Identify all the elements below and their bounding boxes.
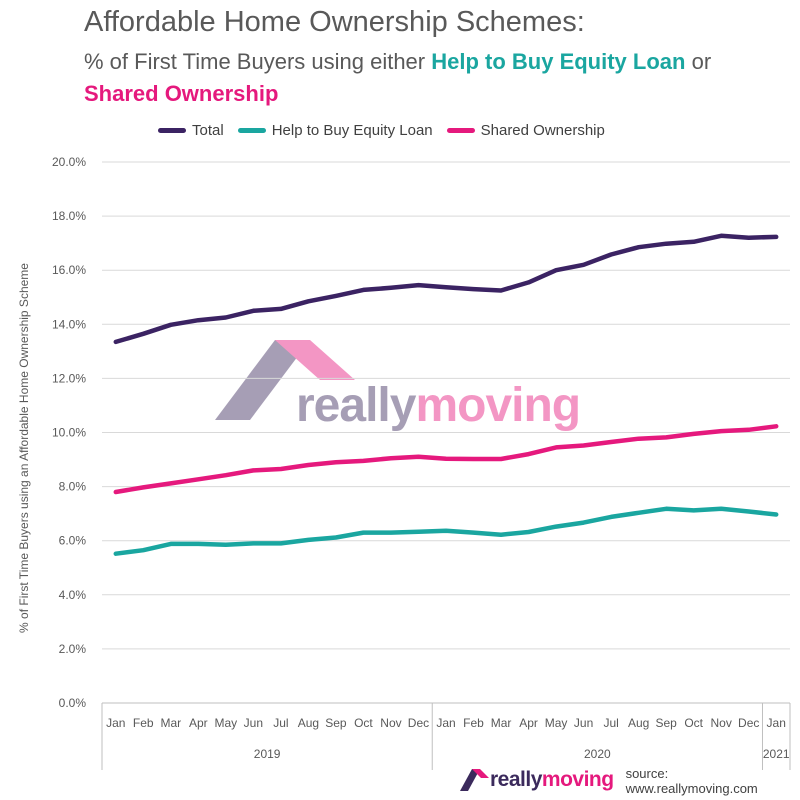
legend-label-shared-ownership: Shared Ownership: [480, 122, 605, 139]
y-tick-label: 16.0%: [52, 263, 86, 277]
x-tick-label: Oct: [354, 716, 373, 730]
x-tick-label: Jul: [603, 716, 618, 730]
x-tick-label: Oct: [684, 716, 703, 730]
y-tick-label: 20.0%: [52, 155, 86, 169]
legend-label-total: Total: [192, 122, 224, 139]
y-tick-label: 4.0%: [59, 588, 87, 602]
y-tick-labels: 0.0% 2.0% 4.0% 6.0% 8.0% 10.0% 12.0% 14.0% 16.0%…: [52, 155, 86, 710]
x-tick-label: Feb: [463, 716, 484, 730]
x-tick-label: Jun: [574, 716, 593, 730]
x-group-label: 2020: [584, 747, 611, 761]
x-tick-label: Sep: [655, 716, 677, 730]
x-group-label: 2021: [763, 747, 790, 761]
footer-logo-really: really: [490, 768, 542, 791]
footer-logo-moving: moving: [541, 768, 614, 791]
x-tick-label: Apr: [189, 716, 208, 730]
legend-swatch-help-to-buy: [237, 128, 266, 133]
subtitle-mid: or: [685, 49, 712, 74]
series-line-help-to-buy-equity-loan: [113, 506, 779, 556]
source-text: source: www.reallymoving.com: [625, 766, 758, 796]
x-tick-label: Feb: [133, 716, 154, 730]
x-tick-label: Sep: [325, 716, 347, 730]
y-tick-label: 6.0%: [59, 534, 87, 548]
subtitle-prefix: % of First Time Buyers using either: [84, 49, 432, 74]
x-tick-label: Mar: [160, 716, 181, 730]
y-tick-label: 14.0%: [52, 317, 86, 331]
grid-lines: [102, 161, 790, 704]
y-tick-label: 8.0%: [59, 480, 87, 494]
x-tick-label: Jun: [244, 716, 263, 730]
legend-swatch-total: [158, 128, 186, 133]
y-tick-label: 10.0%: [52, 426, 86, 440]
x-tick-label: May: [215, 716, 238, 730]
x-tick-label: May: [545, 716, 568, 730]
x-tick-label: Jul: [273, 716, 288, 730]
footer-logo-icon: [460, 769, 489, 791]
x-tick-label: Aug: [628, 716, 649, 730]
watermark-text: reallymoving: [296, 378, 581, 433]
legend-item-total: Total: [158, 122, 224, 139]
series-lines: [113, 233, 779, 556]
footer: reallymoving source: www.reallymoving.co…: [460, 760, 800, 796]
x-tick-label: Jan: [436, 716, 455, 730]
y-tick-label: 18.0%: [52, 209, 86, 223]
x-group-label: 2019: [254, 747, 281, 761]
x-tick-label: Dec: [738, 716, 759, 730]
legend-item-help-to-buy: Help to Buy Equity Loan: [237, 122, 433, 139]
watermark-really: really: [296, 379, 416, 432]
chart-legend: Total Help to Buy Equity Loan Shared Own…: [158, 122, 619, 139]
x-tick-label: Nov: [380, 716, 401, 730]
footer-logo-text: reallymoving: [490, 769, 614, 791]
legend-swatch-shared-ownership: [446, 128, 475, 133]
legend-label-help-to-buy: Help to Buy Equity Loan: [271, 122, 433, 139]
chart-title: Affordable Home Ownership Schemes:: [84, 6, 585, 38]
chart-subtitle: % of First Time Buyers using either Help…: [84, 46, 774, 110]
series-line-total: [113, 233, 779, 345]
x-tick-label: Apr: [519, 716, 538, 730]
x-tick-label: Aug: [298, 716, 319, 730]
x-tick-label: Dec: [408, 716, 429, 730]
x-tick-label: Nov: [711, 716, 732, 730]
y-tick-label: 2.0%: [59, 642, 87, 656]
y-tick-label: 0.0%: [59, 696, 87, 710]
watermark-moving: moving: [415, 379, 581, 432]
x-axis: Jan Feb Mar Apr May Jun Jul Aug Sep Oct Nov Dec Jan F…: [101, 703, 791, 770]
x-tick-label: Mar: [491, 716, 512, 730]
subtitle-help-to-buy: Help to Buy Equity Loan: [431, 49, 686, 74]
x-tick-label: Jan: [767, 716, 786, 730]
x-tick-label: Jan: [106, 716, 125, 730]
subtitle-shared-ownership: Shared Ownership: [84, 81, 279, 106]
series-line-shared-ownership: [113, 424, 779, 495]
footer-logo: reallymoving: [460, 765, 614, 791]
legend-item-shared-ownership: Shared Ownership: [446, 122, 605, 139]
y-tick-label: 12.0%: [52, 371, 86, 385]
